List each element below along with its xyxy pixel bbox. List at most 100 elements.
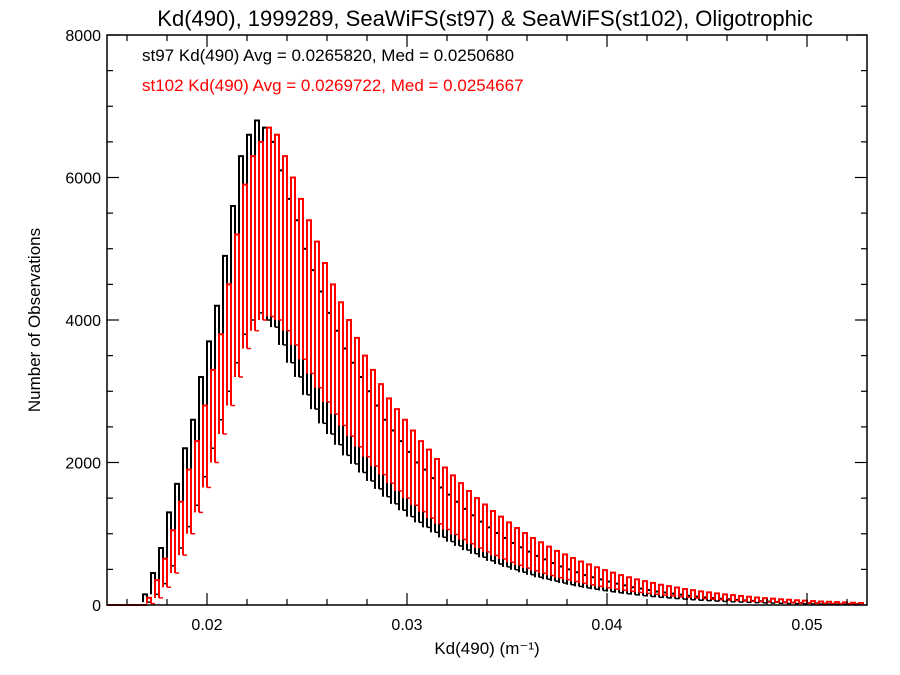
series-1-bar bbox=[258, 140, 264, 320]
series-1-bar bbox=[346, 319, 352, 437]
y-tick-label: 0 bbox=[92, 598, 101, 615]
series-1-bar bbox=[378, 383, 384, 475]
series-1-bar bbox=[650, 581, 656, 595]
series-1-bar bbox=[738, 594, 744, 601]
series-1-bar bbox=[394, 408, 400, 491]
x-tick-label: 0.05 bbox=[791, 617, 822, 634]
series-1-bar bbox=[674, 586, 680, 597]
x-axis-label: Kd(490) (m⁻¹) bbox=[434, 639, 539, 658]
series-1-bar bbox=[514, 527, 520, 566]
series-1-bar bbox=[586, 563, 592, 585]
series-1-bar bbox=[642, 580, 648, 594]
series-1-bar bbox=[506, 521, 512, 563]
series-1-bar bbox=[570, 556, 576, 582]
series-1-bar bbox=[602, 569, 608, 588]
series-1-bar bbox=[490, 509, 496, 556]
series-1-bar bbox=[818, 600, 824, 604]
series-1-bar bbox=[626, 576, 632, 592]
series-1-bar bbox=[690, 589, 696, 599]
series-1-bar bbox=[594, 566, 600, 587]
series-1-bar bbox=[218, 333, 224, 434]
series-1-bar bbox=[658, 583, 664, 596]
series-1-bar bbox=[290, 176, 296, 345]
y-tick-label: 2000 bbox=[65, 456, 101, 473]
series-1-bar bbox=[322, 262, 328, 402]
series-1-bar bbox=[634, 578, 640, 593]
series-1-bar bbox=[826, 600, 832, 604]
series-1-bar bbox=[458, 482, 464, 540]
series-1-bar bbox=[426, 448, 432, 519]
series-1-bar bbox=[418, 440, 424, 512]
series-1-bar bbox=[834, 601, 840, 604]
series-1-bar bbox=[746, 595, 752, 602]
legend-st97: st97 Kd(490) Avg = 0.0265820, Med = 0.02… bbox=[142, 46, 514, 65]
series-1-bar bbox=[778, 598, 784, 603]
series-1-bar bbox=[530, 537, 536, 571]
series-1-bar bbox=[242, 183, 248, 349]
series-1-bar bbox=[562, 553, 568, 580]
series-1-bar bbox=[410, 429, 416, 506]
series-1-bar bbox=[178, 500, 184, 556]
series-1-bar bbox=[202, 404, 208, 488]
series-layer bbox=[107, 119, 864, 606]
series-1-bar bbox=[146, 596, 152, 604]
y-axis-label: Number of Observations bbox=[25, 228, 44, 412]
x-tick-label: 0.03 bbox=[391, 617, 422, 634]
series-1-bar bbox=[362, 354, 368, 457]
series-1-bar bbox=[482, 503, 488, 552]
series-1-bar bbox=[666, 585, 672, 596]
series-1-bar bbox=[794, 599, 800, 603]
series-1-bar bbox=[610, 571, 616, 589]
series-1-bar bbox=[154, 579, 160, 598]
series-1-bar bbox=[210, 368, 216, 463]
series-1-bar bbox=[402, 418, 408, 499]
y-tick-label: 4000 bbox=[65, 313, 101, 330]
y-tick-label: 8000 bbox=[65, 28, 101, 45]
x-tick-label: 0.02 bbox=[191, 617, 222, 634]
series-1-bar bbox=[786, 598, 792, 603]
chart-title: Kd(490), 1999289, SeaWiFS(st97) & SeaWiF… bbox=[157, 6, 812, 31]
series-1-bar bbox=[722, 593, 728, 601]
series-1-bar bbox=[698, 590, 704, 599]
series-1-bar bbox=[194, 440, 200, 513]
series-1-bar bbox=[330, 283, 336, 415]
series-1-bar bbox=[730, 594, 736, 601]
series-1-bar bbox=[466, 490, 472, 544]
series-1-bar bbox=[186, 468, 192, 534]
series-1-bar bbox=[522, 532, 528, 569]
series-1-bar bbox=[298, 197, 304, 360]
series-1-bar bbox=[578, 560, 584, 584]
series-1-bar bbox=[810, 600, 816, 604]
series-1-bar bbox=[450, 474, 456, 535]
series-1-bar bbox=[714, 592, 720, 600]
series-1-bar bbox=[442, 466, 448, 530]
series-1-bar bbox=[618, 574, 624, 591]
series-1-bar bbox=[370, 368, 376, 467]
series-1-bar bbox=[226, 283, 232, 406]
series-1 bbox=[107, 126, 864, 606]
series-1-bar bbox=[386, 397, 392, 484]
series-1-bar bbox=[282, 155, 288, 331]
x-tick-label: 0.04 bbox=[591, 617, 622, 634]
series-1-bar bbox=[706, 591, 712, 600]
series-1-bar bbox=[546, 545, 552, 576]
series-1-bar bbox=[770, 597, 776, 603]
series-1-bar bbox=[314, 240, 320, 388]
series-1-bar bbox=[754, 596, 760, 602]
series-1-bar bbox=[250, 155, 256, 331]
series-1-bar bbox=[234, 233, 240, 377]
series-1-bar bbox=[554, 549, 560, 578]
axis-ticks: 0.02 0.03 0.04 0.05 0 2000 4000 6000 8000 bbox=[65, 28, 867, 634]
series-1-bar bbox=[498, 515, 504, 560]
y-tick-label: 6000 bbox=[65, 171, 101, 188]
series-1-bar bbox=[682, 587, 688, 598]
series-1-bar bbox=[338, 301, 344, 426]
series-1-bar bbox=[354, 336, 360, 447]
series-1-bar bbox=[474, 497, 480, 548]
series-1-bar bbox=[266, 126, 272, 317]
series-1-bar bbox=[274, 133, 280, 320]
series-1-bar bbox=[434, 457, 440, 524]
series-1-bar bbox=[538, 541, 544, 574]
